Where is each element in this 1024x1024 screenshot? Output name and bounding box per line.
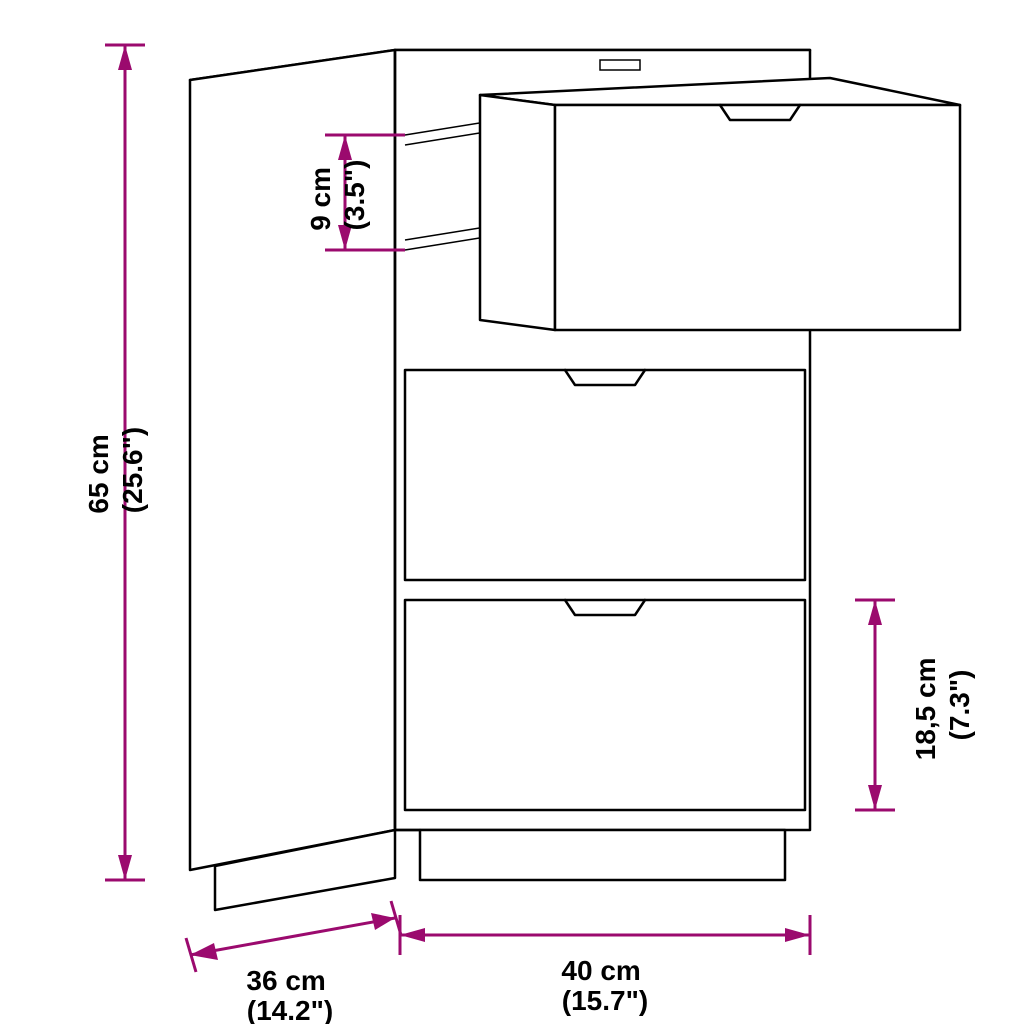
- dim-drawer-height-label: 18,5 cm (7.3"): [910, 650, 975, 761]
- dim-depth-label: 36 cm (14.2"): [246, 965, 333, 1024]
- dimension-diagram: 65 cm (25.6") 9 cm (3.5") 18,5 cm (7.3")…: [0, 0, 1024, 1024]
- drawer-top-open: [405, 60, 960, 330]
- dim-height-label: 65 cm (25.6"): [83, 426, 148, 513]
- dim-drawer-height: [855, 600, 895, 810]
- drawer-middle: [405, 370, 805, 580]
- dim-depth: [186, 901, 401, 972]
- dim-width: [400, 915, 810, 955]
- drawer-bottom: [405, 600, 805, 810]
- dim-width-label: 40 cm (15.7"): [561, 955, 648, 1016]
